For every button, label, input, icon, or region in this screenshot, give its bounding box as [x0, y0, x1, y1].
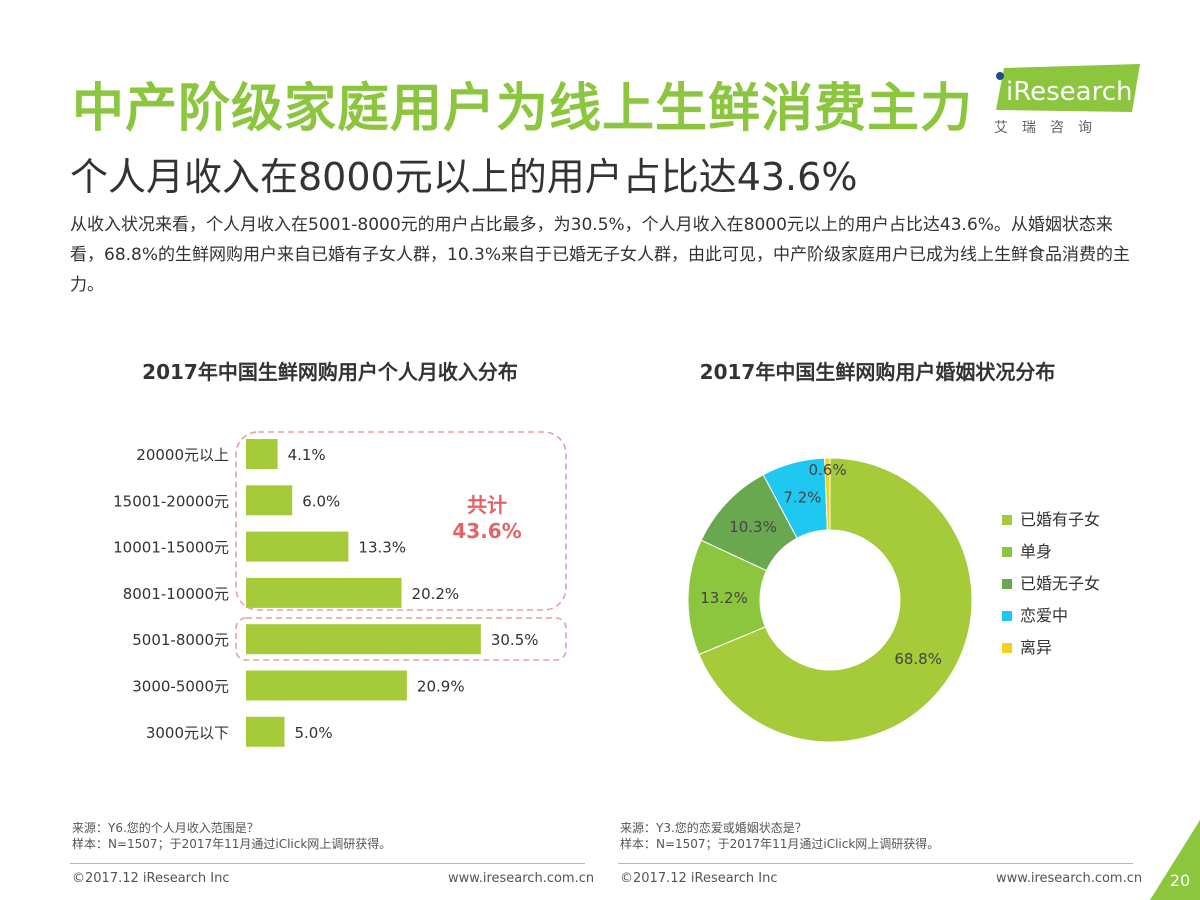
bar — [246, 531, 349, 562]
footer-url-right: www.iresearch.com.cn — [996, 871, 1143, 886]
footnote-left: 来源：Y6.您的个人月收入范围是？ 样本：N=1507；于2017年11月通过i… — [72, 820, 391, 852]
bar-category-label: 3000元以下 — [146, 724, 229, 742]
highlight-box-high-income — [235, 431, 567, 611]
sample-right: 样本：N=1507；于2017年11月通过iClick网上调研获得。 — [620, 837, 940, 851]
bar-value-label: 6.0% — [302, 492, 340, 510]
iresearch-logo: iResearch — [996, 64, 1140, 112]
bar-chart-title: 2017年中国生鲜网购用户个人月收入分布 — [142, 360, 518, 384]
legend-swatch — [1002, 643, 1012, 653]
legend-swatch — [1002, 515, 1012, 525]
donut-slice-label: 0.6% — [808, 461, 846, 479]
donut-slice-label: 10.3% — [729, 518, 777, 536]
legend-label: 恋爱中 — [1020, 606, 1068, 625]
page-subtitle: 个人月收入在8000元以上的用户占比达43.6% — [70, 155, 858, 199]
bar-category-label: 15001-20000元 — [113, 492, 229, 510]
page-corner-badge: 20 — [1150, 820, 1200, 900]
bar-value-label: 4.1% — [288, 446, 326, 464]
donut-chart-title: 2017年中国生鲜网购用户婚姻状况分布 — [699, 360, 1056, 384]
donut-slice-label: 68.8% — [894, 650, 942, 668]
donut-slice — [824, 457, 831, 531]
bar-category-label: 5001-8000元 — [132, 631, 229, 649]
bar — [246, 624, 481, 655]
bar-value-label: 5.0% — [295, 724, 333, 742]
legend-label: 单身 — [1020, 542, 1052, 561]
bar — [246, 439, 278, 469]
sample-left: 样本：N=1507；于2017年11月通过iClick网上调研获得。 — [72, 837, 392, 851]
income-bar-chart: 共计 43.6% 20000元以上 4.1% 15001-20000元 6.0% 100… — [113, 431, 567, 747]
description-paragraph: 从收入状况来看，个人月收入在5001-8000元的用户占比最多，为30.5%，个… — [70, 215, 1131, 295]
footer-url-left: www.iresearch.com.cn — [448, 871, 595, 886]
legend-label: 已婚有子女 — [1020, 510, 1100, 529]
footer-divider-right — [618, 863, 1133, 864]
bar-category-label: 3000-5000元 — [132, 678, 229, 696]
highlight-box-middle-income — [235, 617, 567, 661]
logo-subtitle: 艾瑞咨询 — [994, 120, 1106, 136]
bar-category-label: 20000元以上 — [136, 446, 229, 464]
bar-category-label: 8001-10000元 — [123, 585, 229, 603]
legend-swatch — [1002, 547, 1012, 557]
source-right: 来源：Y3.您的恋爱或婚姻状态是？ — [620, 821, 807, 835]
bar — [246, 577, 402, 608]
donut-slice-label: 7.2% — [783, 489, 821, 507]
bar — [246, 670, 407, 701]
legend-swatch — [1002, 611, 1012, 621]
page-number: 20 — [1170, 871, 1190, 890]
footer-copyright-left: ©2017.12 iResearch Inc — [72, 871, 230, 886]
bar — [246, 485, 293, 516]
bar-category-label: 10001-15000元 — [113, 539, 229, 557]
legend-label: 离异 — [1020, 638, 1052, 657]
bar — [246, 716, 285, 747]
bar-value-label: 30.5% — [491, 631, 539, 649]
marital-donut-chart: 68.8% 13.2% 10.3% 7.2% 0.6% 已婚有子女单身已婚无子女恋爱中离… — [687, 457, 1100, 743]
bar-value-label: 20.2% — [412, 585, 460, 603]
footer-copyright-right: ©2017.12 iResearch Inc — [620, 871, 778, 886]
footnote-right: 来源：Y3.您的恋爱或婚姻状态是？ 样本：N=1507；于2017年11月通过i… — [620, 820, 939, 852]
donut-slice — [698, 457, 973, 743]
donut-slice-label: 13.2% — [700, 589, 748, 607]
legend-swatch — [1002, 579, 1012, 589]
bar-value-label: 13.3% — [358, 539, 406, 557]
total-label: 共计 — [467, 493, 507, 517]
page-title: 中产阶级家庭用户为线上生鲜消费主力 — [72, 79, 974, 139]
total-value: 43.6% — [452, 519, 521, 543]
source-left: 来源：Y6.您的个人月收入范围是？ — [72, 821, 259, 835]
bar-value-label: 20.9% — [417, 678, 465, 696]
logo-text: iResearch — [1006, 77, 1132, 107]
legend-label: 已婚无子女 — [1020, 574, 1100, 593]
footer-divider-left — [70, 863, 585, 864]
